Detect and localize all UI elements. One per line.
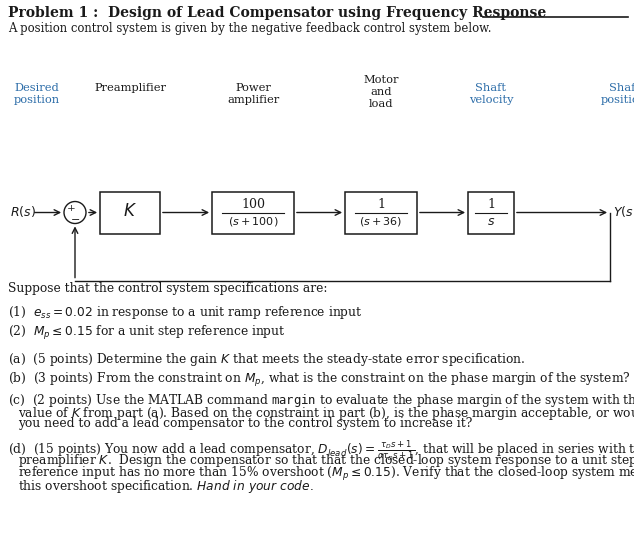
Text: (2)  $M_p \leq 0.15$ for a unit step reference input: (2) $M_p \leq 0.15$ for a unit step refe…	[8, 324, 285, 342]
Text: 100: 100	[241, 198, 265, 211]
FancyBboxPatch shape	[468, 192, 514, 233]
FancyBboxPatch shape	[345, 192, 417, 233]
Text: (d)  (15 points) You now add a lead compensator, $D_{lead}(s) = \frac{\tau_D s+1: (d) (15 points) You now add a lead compe…	[8, 438, 634, 463]
Text: 1: 1	[377, 198, 385, 211]
Text: this overshoot specification. $\mathit{Hand\ in\ your\ code.}$: this overshoot specification. $\mathit{H…	[18, 478, 314, 495]
Text: Shaft
position: Shaft position	[601, 83, 634, 105]
Text: Suppose that the control system specifications are:: Suppose that the control system specific…	[8, 282, 328, 295]
FancyBboxPatch shape	[212, 192, 294, 233]
Text: $Y(s)$: $Y(s)$	[613, 204, 634, 219]
Text: Motor
and
load: Motor and load	[363, 75, 399, 109]
Text: $K$: $K$	[123, 203, 137, 220]
Text: A position control system is given by the negative feedback control system below: A position control system is given by th…	[8, 22, 491, 35]
Text: value of $K$ from part (a). Based on the constraint in part (b), is the phase ma: value of $K$ from part (a). Based on the…	[18, 405, 634, 422]
Text: Preamplifier: Preamplifier	[94, 83, 166, 94]
Text: preamplifier $K$.  Design the compensator so that that the closed-loop system re: preamplifier $K$. Design the compensator…	[18, 452, 634, 469]
Text: 1: 1	[487, 198, 495, 211]
Text: (1)  $e_{ss} = 0.02$ in response to a unit ramp reference input: (1) $e_{ss} = 0.02$ in response to a uni…	[8, 304, 363, 321]
Text: (b)  (3 points) From the constraint on $M_p$, what is the constraint on the phas: (b) (3 points) From the constraint on $M…	[8, 371, 631, 389]
FancyBboxPatch shape	[100, 192, 160, 233]
Text: (a)  (5 points) Determine the gain $K$ that meets the steady-state error specifi: (a) (5 points) Determine the gain $K$ th…	[8, 351, 526, 368]
Text: $(s + 100)$: $(s + 100)$	[228, 215, 278, 228]
Text: +: +	[67, 204, 75, 213]
Text: reference input has no more than 15% overshoot ($M_p \leq 0.15$). Verify that th: reference input has no more than 15% ove…	[18, 465, 634, 483]
Text: $(s + 36)$: $(s + 36)$	[359, 215, 403, 228]
Text: Power
amplifier: Power amplifier	[227, 83, 279, 105]
Text: Shaft
velocity: Shaft velocity	[469, 83, 514, 105]
Text: $s$: $s$	[487, 215, 495, 228]
Text: Desired
position: Desired position	[14, 83, 60, 105]
Text: (c)  (2 points) Use the MATLAB command $\mathtt{margin}$ to evaluate the phase m: (c) (2 points) Use the MATLAB command $\…	[8, 392, 634, 409]
Text: Problem 1 :  Design of Lead Compensator using Frequency Response: Problem 1 : Design of Lead Compensator u…	[8, 6, 547, 20]
Text: you need to add a lead compensator to the control system to increase it?: you need to add a lead compensator to th…	[18, 417, 472, 430]
Text: −: −	[71, 216, 81, 225]
Text: $R(s)$: $R(s)$	[10, 204, 36, 219]
